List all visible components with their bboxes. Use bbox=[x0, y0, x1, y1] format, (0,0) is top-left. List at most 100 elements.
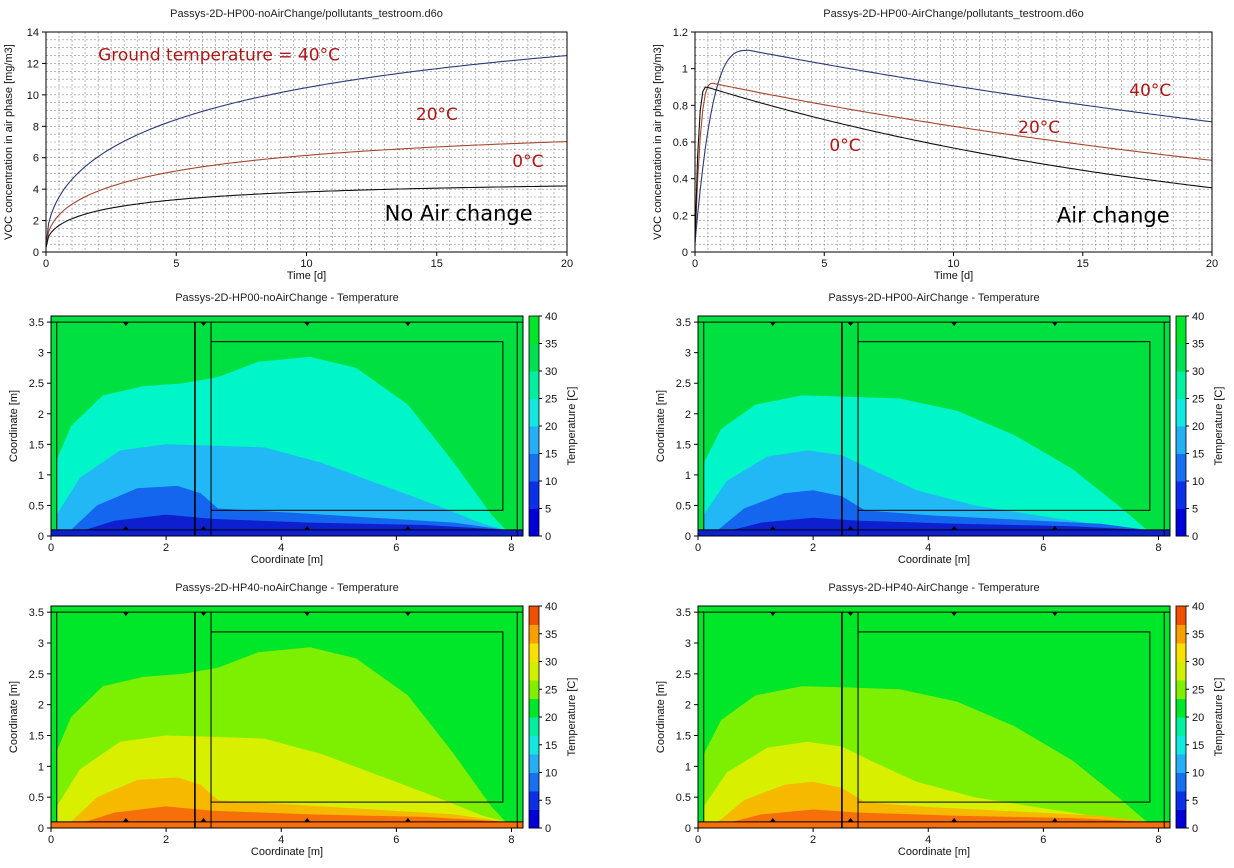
x-tick-label: 20 bbox=[561, 258, 573, 270]
x-tick-label: 15 bbox=[431, 258, 443, 270]
x-tick-label: 8 bbox=[508, 542, 514, 554]
y-tick-label: 1 bbox=[38, 470, 44, 482]
colorbar-segment bbox=[1176, 371, 1186, 399]
colorbar-segment bbox=[1176, 772, 1186, 792]
colorbar-segment bbox=[1176, 791, 1186, 810]
x-tick-label: 4 bbox=[925, 542, 931, 554]
colorbar-segment bbox=[1176, 398, 1186, 427]
y-tick-label: 3.5 bbox=[29, 317, 44, 329]
sensor-marker bbox=[769, 817, 776, 822]
colorbar-tick-label: 15 bbox=[545, 449, 557, 461]
sensor-marker bbox=[847, 612, 854, 617]
colorbar-segment bbox=[529, 426, 539, 454]
y-tick-label: 0 bbox=[38, 531, 44, 543]
y-tick-label: 0.5 bbox=[29, 792, 44, 804]
temperature-band-4 bbox=[85, 514, 506, 530]
x-axis-label: Coordinate [m] bbox=[898, 846, 970, 858]
colorbar-tick-label: 0 bbox=[1192, 531, 1198, 543]
sensor-marker bbox=[404, 817, 411, 822]
colorbar-segment bbox=[1176, 343, 1186, 372]
x-tick-label: 0 bbox=[48, 834, 54, 846]
y-tick-label: 1.5 bbox=[676, 731, 691, 743]
colorbar-tick-label: 35 bbox=[1192, 629, 1204, 641]
floor-strip bbox=[51, 529, 523, 536]
sensor-marker bbox=[304, 525, 311, 530]
sensor-marker bbox=[951, 817, 958, 822]
colorbar-segment bbox=[1176, 624, 1186, 644]
colorbar-tick-label: 20 bbox=[1192, 421, 1204, 433]
sensor-marker bbox=[1051, 322, 1058, 327]
colorbar-segment bbox=[529, 698, 539, 718]
chart-title: Passys-2D-HP00-noAirChange - Temperature bbox=[175, 292, 399, 304]
colorbar-segment bbox=[529, 754, 539, 773]
colorbar-tick-label: 35 bbox=[545, 339, 557, 351]
chart-title: Passys-2D-HP40-AirChange - Temperature bbox=[828, 582, 1039, 594]
y-tick-label: 2.5 bbox=[676, 669, 691, 681]
sensor-marker bbox=[1051, 612, 1058, 617]
y-tick-label: 0.6 bbox=[673, 137, 688, 149]
temperature-band-4 bbox=[732, 517, 1147, 530]
colorbar-segment bbox=[529, 371, 539, 399]
colorbar-tick-label: 15 bbox=[1192, 449, 1204, 461]
sensor-marker bbox=[847, 525, 854, 530]
y-tick-label: 0 bbox=[685, 531, 691, 543]
sensor-marker bbox=[847, 817, 854, 822]
y-tick-label: 6 bbox=[33, 153, 39, 165]
series-line-0 bbox=[694, 49, 1213, 243]
temperature-band-4 bbox=[85, 806, 506, 822]
sensor-marker bbox=[304, 817, 311, 822]
colorbar-segment bbox=[529, 624, 539, 644]
colorbar-segment bbox=[1176, 606, 1186, 625]
y-tick-label: 3 bbox=[38, 638, 44, 650]
sensor-marker bbox=[122, 525, 129, 530]
sensor-marker bbox=[404, 525, 411, 530]
x-tick-label: 5 bbox=[821, 258, 827, 270]
y-tick-label: 3 bbox=[685, 638, 691, 650]
sensor-marker bbox=[200, 817, 207, 822]
colorbar-tick-label: 20 bbox=[545, 712, 557, 724]
x-tick-label: 8 bbox=[1155, 834, 1161, 846]
sensor-marker bbox=[951, 525, 958, 530]
colorbar-segment bbox=[529, 643, 539, 662]
temperature-field bbox=[51, 316, 523, 536]
x-tick-label: 6 bbox=[1040, 834, 1046, 846]
sensor-marker bbox=[951, 322, 958, 327]
colorbar-tick-label: 40 bbox=[1192, 311, 1204, 323]
colorbar-tick-label: 25 bbox=[545, 394, 557, 406]
x-tick-label: 0 bbox=[43, 258, 49, 270]
annotation-0: 40°C bbox=[1129, 81, 1171, 101]
y-tick-label: 4 bbox=[33, 184, 39, 196]
y-tick-label: 0 bbox=[33, 247, 39, 259]
sensor-marker bbox=[200, 322, 207, 327]
colorbar-segment bbox=[1176, 316, 1186, 344]
y-tick-label: 3.5 bbox=[29, 607, 44, 619]
test-room-outline bbox=[857, 631, 1151, 803]
chart-temp-hp00-noair: 0 2 4 6 8 0 0.5 1 1.5 2 2.5 3 3.5 Passys-2D-HP00-noAi… bbox=[8, 292, 578, 566]
colorbar-tick-label: 40 bbox=[1192, 601, 1204, 613]
x-tick-label: 6 bbox=[393, 834, 399, 846]
annotation-1: 20°C bbox=[416, 105, 458, 125]
colorbar-segment bbox=[1176, 426, 1186, 454]
colorbar-segment bbox=[1176, 508, 1186, 537]
colorbar-tick-label: 0 bbox=[1192, 823, 1198, 835]
y-tick-label: 2 bbox=[33, 216, 39, 228]
colorbar-segment bbox=[1176, 754, 1186, 773]
colorbar-tick-label: 5 bbox=[1192, 795, 1198, 807]
x-tick-label: 0 bbox=[695, 834, 701, 846]
y-tick-label: 0.5 bbox=[676, 500, 691, 512]
y-tick-label: 0.5 bbox=[29, 500, 44, 512]
x-axis-label: Coordinate [m] bbox=[251, 846, 323, 858]
sensor-marker bbox=[122, 612, 129, 617]
colorbar-tick-label: 40 bbox=[545, 311, 557, 323]
colorbar-segment bbox=[1176, 698, 1186, 718]
colorbar-label: Temperature [C] bbox=[566, 387, 578, 466]
plot-frame bbox=[50, 315, 524, 537]
y-tick-label: 10 bbox=[27, 90, 39, 102]
x-tick-label: 2 bbox=[810, 834, 816, 846]
x-axis-label: Coordinate [m] bbox=[251, 554, 323, 566]
annotation-3: Air change bbox=[1057, 204, 1170, 228]
series-line-0 bbox=[45, 55, 568, 248]
chart-title: Passys-2D-HP00-AirChange/pollutants_test… bbox=[823, 8, 1083, 20]
y-axis-label: Coordinate [m] bbox=[8, 681, 20, 753]
colorbar-segment bbox=[529, 735, 539, 755]
